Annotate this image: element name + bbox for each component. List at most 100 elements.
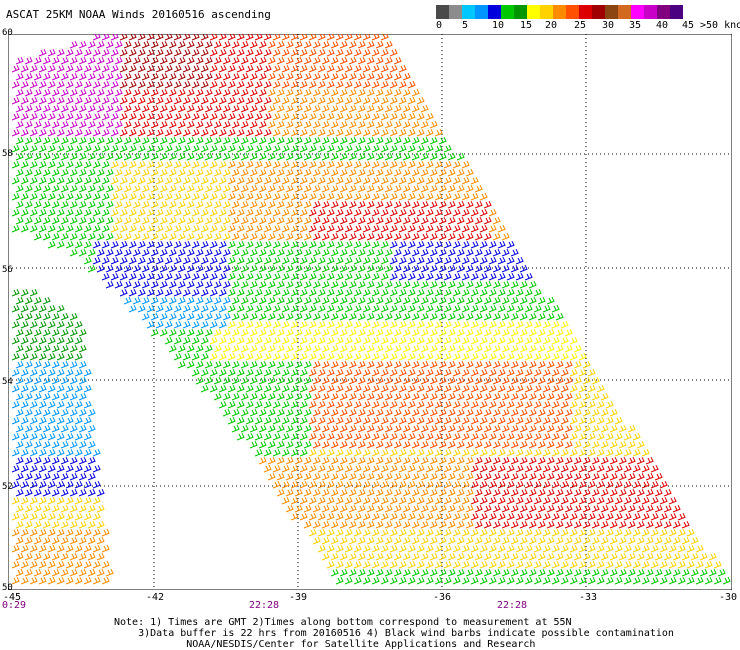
wind-barb	[38, 544, 47, 553]
wind-barb	[254, 336, 263, 345]
wind-barb	[533, 288, 542, 297]
wind-barb	[321, 72, 330, 81]
wind-barb	[123, 280, 132, 289]
wind-barb	[150, 296, 159, 305]
wind-barb	[20, 368, 29, 377]
wind-barb	[272, 112, 281, 121]
wind-barb	[488, 400, 497, 409]
wind-barb	[344, 224, 353, 233]
wind-barb	[29, 432, 38, 441]
wind-barb	[380, 464, 389, 473]
wind-barb	[92, 240, 101, 249]
wind-barb	[384, 184, 393, 193]
wind-barb	[488, 496, 497, 505]
wind-barb	[398, 80, 407, 89]
wind-barb	[506, 496, 515, 505]
wind-barb	[528, 472, 537, 481]
wind-barb	[218, 240, 227, 249]
wind-barb	[533, 384, 542, 393]
wind-barb	[654, 520, 663, 529]
wind-barb	[389, 560, 398, 569]
wind-barb	[290, 416, 299, 425]
wind-barb	[200, 352, 209, 361]
wind-barb	[474, 232, 483, 241]
wind-barb	[384, 248, 393, 257]
wind-barb	[411, 504, 420, 513]
wind-barb	[425, 528, 434, 537]
wind-barb	[627, 536, 636, 545]
wind-barb	[578, 528, 587, 537]
wind-barb	[533, 352, 542, 361]
wind-barb	[47, 432, 56, 441]
wind-barb	[411, 120, 420, 129]
wind-barb	[515, 448, 524, 457]
wind-barb	[33, 552, 42, 561]
wind-barb	[371, 560, 380, 569]
wind-barb	[177, 296, 186, 305]
wind-barb	[407, 560, 416, 569]
wind-barb	[492, 216, 501, 225]
wind-barb	[713, 576, 722, 585]
wind-barb	[276, 104, 285, 113]
wind-barb	[96, 536, 105, 545]
wind-barb	[33, 424, 42, 433]
wind-barb	[213, 280, 222, 289]
wind-barb	[353, 480, 362, 489]
wind-barb	[236, 128, 245, 137]
wind-barb	[582, 408, 591, 417]
wind-barb	[290, 336, 299, 345]
wind-barb	[636, 456, 645, 465]
wind-barb	[501, 328, 510, 337]
wind-barb	[119, 160, 128, 169]
wind-barb	[524, 368, 533, 377]
wind-barb	[272, 144, 281, 153]
wind-barb	[456, 248, 465, 257]
wind-barb	[447, 248, 456, 257]
wind-barb	[42, 568, 51, 577]
wind-barb	[465, 232, 474, 241]
wind-barb	[407, 528, 416, 537]
wind-barb	[528, 504, 537, 513]
wind-barb	[51, 72, 60, 81]
wind-barb	[452, 320, 461, 329]
wind-barb	[236, 224, 245, 233]
wind-barb	[119, 208, 128, 217]
wind-barb	[60, 520, 69, 529]
wind-barb	[335, 448, 344, 457]
wind-barb	[348, 200, 357, 209]
wind-barb	[519, 296, 528, 305]
wind-barb	[488, 352, 497, 361]
wind-barb	[222, 200, 231, 209]
wind-barb	[299, 480, 308, 489]
wind-barb	[519, 408, 528, 417]
wind-barb	[209, 224, 218, 233]
wind-barb	[344, 368, 353, 377]
wind-barb	[249, 104, 258, 113]
wind-barb	[155, 112, 164, 121]
wind-barb	[87, 520, 96, 529]
wind-barb	[42, 120, 51, 129]
wind-barb	[218, 304, 227, 313]
wind-barb	[281, 400, 290, 409]
wind-barb	[663, 504, 672, 513]
wind-barb	[87, 232, 96, 241]
wind-barb	[416, 384, 425, 393]
wind-barb	[276, 408, 285, 417]
wind-barb	[128, 80, 137, 89]
wind-barb	[321, 504, 330, 513]
wind-barb	[366, 280, 375, 289]
wind-barb	[254, 256, 263, 265]
wind-barb	[411, 232, 420, 241]
wind-barb	[285, 184, 294, 193]
wind-barb	[119, 224, 128, 233]
wind-barb	[312, 40, 321, 49]
wind-barb	[546, 392, 555, 401]
wind-barb	[528, 392, 537, 401]
wind-barb	[362, 80, 371, 89]
wind-barb	[335, 560, 344, 569]
scale-label-6: 30	[602, 20, 615, 31]
wind-barb	[447, 552, 456, 561]
wind-barb	[303, 152, 312, 161]
wind-barb	[132, 280, 141, 289]
wind-barb	[263, 288, 272, 297]
